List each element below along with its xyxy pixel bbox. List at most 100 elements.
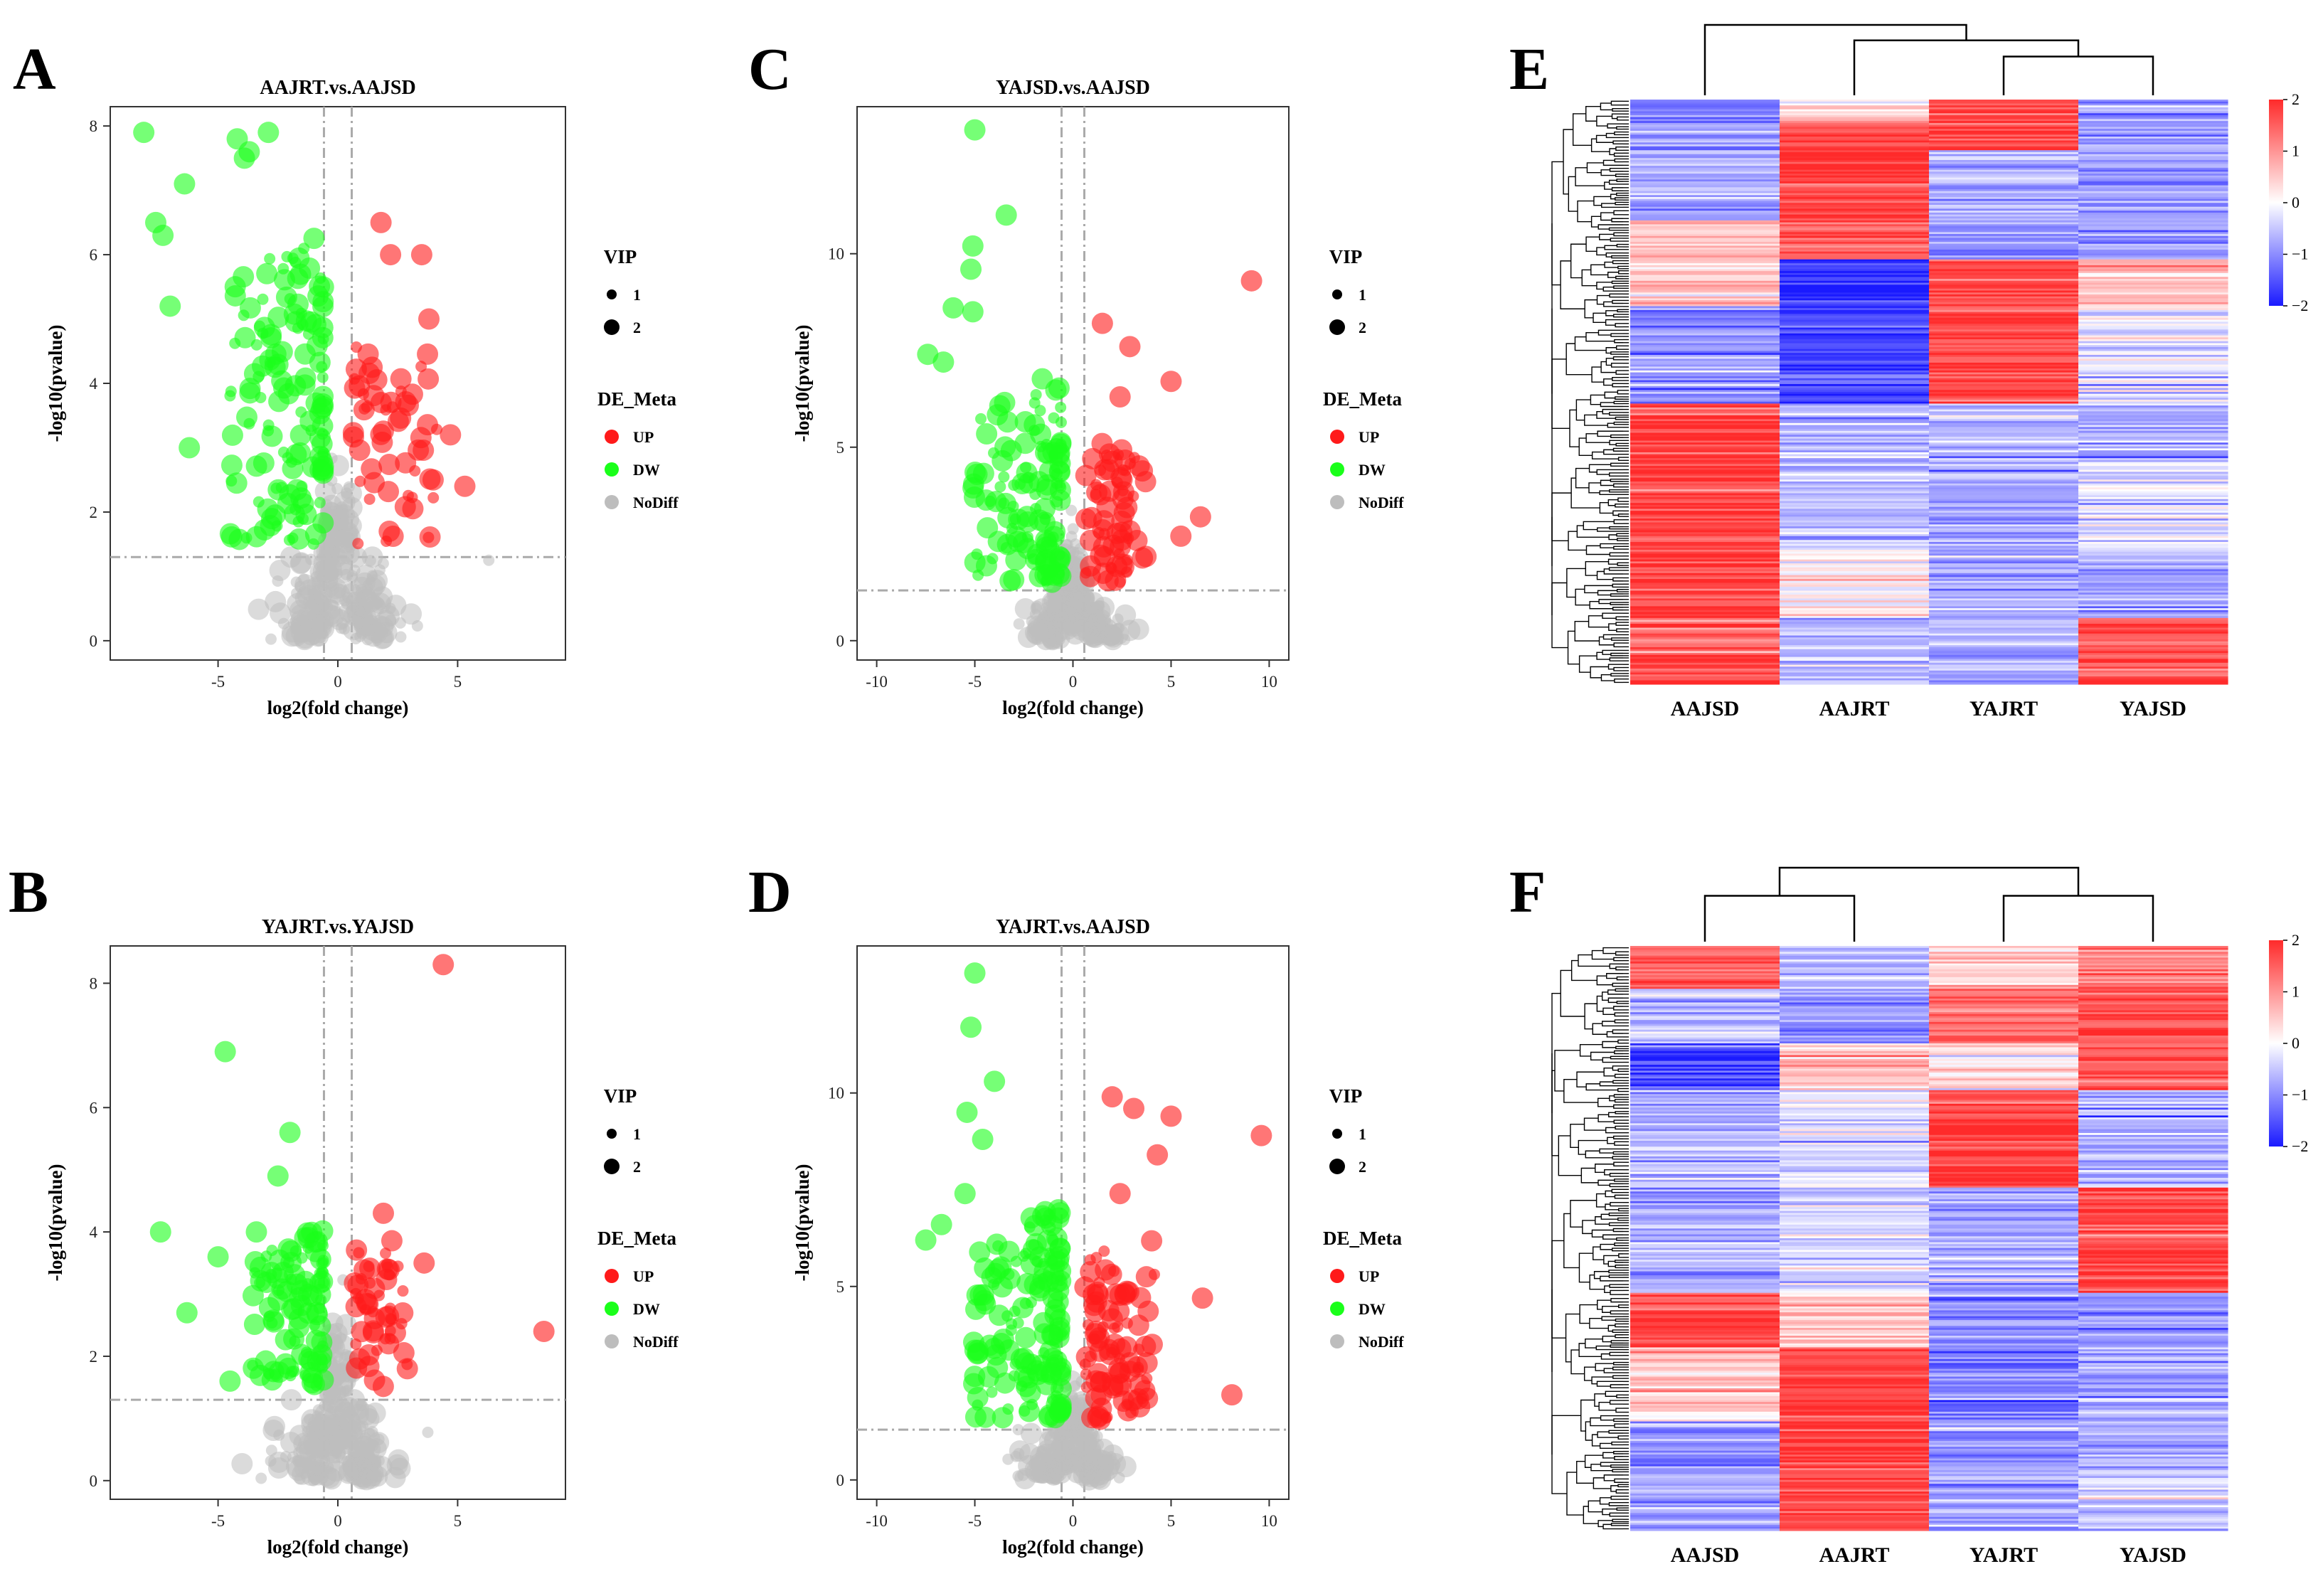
heatmap-cell bbox=[1929, 341, 2079, 344]
dendrogram-branch bbox=[1615, 442, 1623, 447]
heatmap-cell bbox=[1780, 1141, 1930, 1144]
heatmap-cell bbox=[1630, 309, 1780, 313]
heatmap-cell bbox=[1780, 477, 1930, 480]
heatmap-cell bbox=[2078, 1279, 2228, 1282]
heatmap-cell bbox=[1929, 243, 2079, 247]
heatmap-cell bbox=[1780, 1523, 1930, 1526]
heatmap-cell bbox=[1780, 142, 1930, 145]
heatmap-cell bbox=[2078, 421, 2228, 424]
heatmap-cell bbox=[2078, 664, 2228, 667]
heatmap-cell bbox=[1630, 1384, 1780, 1387]
heatmap-cell bbox=[2078, 604, 2228, 607]
heatmap-cell bbox=[1780, 1147, 1930, 1149]
heatmap-cell bbox=[1630, 1010, 1780, 1013]
heatmap-cell bbox=[1780, 1238, 1930, 1241]
heatmap-cell bbox=[1780, 1213, 1930, 1215]
data-point bbox=[349, 440, 371, 462]
heatmap-cell bbox=[1780, 398, 1930, 400]
legend-group-marker bbox=[605, 430, 619, 444]
data-point bbox=[311, 451, 333, 473]
heatmap-cell bbox=[1630, 526, 1780, 529]
heatmap-cell bbox=[1630, 201, 1780, 203]
heatmap-cell bbox=[1929, 166, 2079, 169]
heatmap-cell bbox=[2078, 1355, 2228, 1358]
heatmap-cell bbox=[1630, 647, 1780, 650]
heatmap-cell bbox=[1780, 1170, 1930, 1173]
heatmap-cell bbox=[1780, 624, 1930, 627]
heatmap-cell bbox=[1780, 272, 1930, 276]
heatmap-cell bbox=[1929, 1516, 2079, 1520]
data-point bbox=[1048, 377, 1070, 399]
heatmap-cell bbox=[1630, 553, 1780, 556]
heatmap-cell bbox=[1929, 1347, 2079, 1350]
heatmap-cell bbox=[1630, 329, 1780, 332]
heatmap-cell bbox=[1929, 1331, 2079, 1334]
data-point bbox=[287, 532, 299, 544]
heatmap-cell bbox=[2078, 294, 2228, 297]
heatmap-cell bbox=[1630, 604, 1780, 607]
heatmap-cell bbox=[1780, 1497, 1930, 1500]
heatmap-cell bbox=[1630, 512, 1780, 516]
heatmap-cell bbox=[1630, 1176, 1780, 1179]
heatmap-cell bbox=[1630, 1230, 1780, 1233]
heatmap-cell bbox=[1630, 138, 1780, 142]
heatmap-cell bbox=[2078, 1513, 2228, 1516]
heatmap-cell bbox=[2078, 1131, 2228, 1134]
heatmap-cell bbox=[1929, 604, 2079, 607]
heatmap-cell bbox=[1630, 1487, 1780, 1491]
y-tick-label: 6 bbox=[90, 1099, 98, 1117]
dendrogram-branch bbox=[1610, 100, 1623, 106]
heatmap-cell bbox=[1780, 366, 1930, 369]
heatmap-cell bbox=[1929, 287, 2079, 289]
heatmap-cell bbox=[1630, 1252, 1780, 1255]
heatmap-cell bbox=[1780, 604, 1930, 607]
heatmap-cell bbox=[1780, 1152, 1930, 1155]
heatmap-cell bbox=[1929, 1388, 2079, 1391]
data-point bbox=[341, 1384, 354, 1396]
heatmap-cell bbox=[2078, 992, 2228, 996]
legend-group-label: DW bbox=[633, 461, 660, 479]
heatmap-cell bbox=[1929, 216, 2079, 219]
heatmap-cell bbox=[1630, 1297, 1780, 1299]
data-point bbox=[994, 481, 1006, 493]
dendrogram-branch bbox=[1612, 1080, 1623, 1084]
heatmap-cell bbox=[1630, 368, 1780, 371]
dendrogram-branch bbox=[1608, 567, 1623, 571]
heatmap-cell bbox=[1780, 672, 1930, 675]
heatmap-cell bbox=[1780, 251, 1930, 255]
heatmap-cell bbox=[2078, 354, 2228, 358]
legend-vip-marker bbox=[1332, 289, 1342, 299]
dendrogram-branch bbox=[1611, 637, 1623, 641]
heatmap-cell bbox=[2078, 206, 2228, 210]
data-point bbox=[378, 520, 400, 542]
heatmap-cell bbox=[1780, 255, 1930, 258]
dendrogram-branch bbox=[1615, 622, 1623, 626]
heatmap-cell bbox=[1630, 565, 1780, 568]
heatmap-cell bbox=[1630, 430, 1780, 434]
heatmap-cell bbox=[1630, 1515, 1780, 1518]
heatmap-cell bbox=[1780, 316, 1930, 319]
heatmap-cell bbox=[1630, 680, 1780, 683]
heatmap-cell bbox=[2078, 267, 2228, 270]
heatmap-cell bbox=[1780, 975, 1930, 978]
heatmap-cell bbox=[2078, 385, 2228, 389]
heatmap-cell bbox=[1630, 105, 1780, 108]
heatmap-cell bbox=[1780, 625, 1930, 629]
heatmap-cell bbox=[1929, 1220, 2079, 1223]
heatmap-cell bbox=[1780, 187, 1930, 190]
heatmap-cell bbox=[1780, 1097, 1930, 1101]
heatmap-cell bbox=[1929, 1376, 2079, 1379]
data-point bbox=[264, 252, 276, 265]
heatmap-cell bbox=[1780, 1002, 1930, 1005]
heatmap-cell bbox=[1929, 1247, 2079, 1251]
heatmap-cell bbox=[2078, 1349, 2228, 1352]
heatmap-cell bbox=[1929, 343, 2079, 346]
heatmap-cell bbox=[1929, 284, 2079, 287]
legend-vip-label: 1 bbox=[1359, 1125, 1366, 1143]
heatmap-cell bbox=[1929, 1073, 2079, 1075]
data-point bbox=[413, 1252, 435, 1274]
heatmap-cell bbox=[1929, 1123, 2079, 1126]
heatmap-cell bbox=[1630, 641, 1780, 644]
heatmap-cell bbox=[1929, 1474, 2079, 1477]
heatmap-cell bbox=[1780, 1358, 1930, 1362]
